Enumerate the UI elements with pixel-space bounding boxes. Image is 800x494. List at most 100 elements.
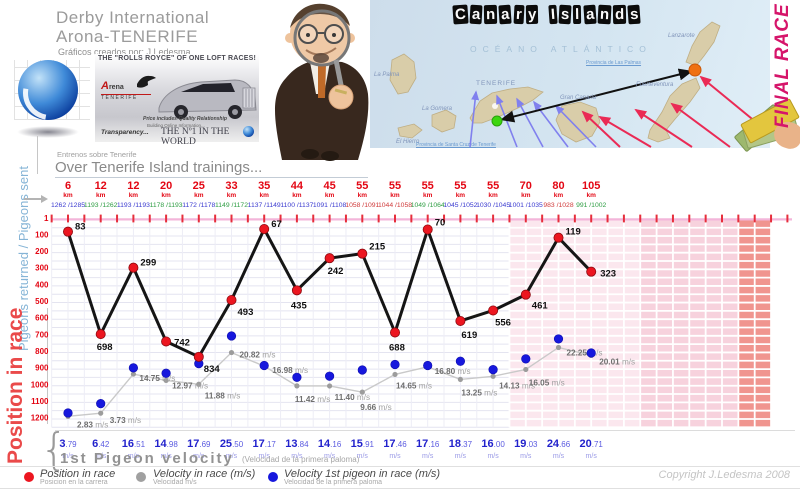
position-point [292, 286, 301, 295]
position-point-label: 70 [435, 217, 446, 228]
first-pigeon-point [456, 357, 465, 366]
chart-plot: 1100200300400500600700800900100011001200… [0, 205, 800, 437]
car-illustration [151, 66, 257, 122]
first-pigeon-point [522, 355, 531, 364]
y-axis-label: 500 [35, 297, 49, 306]
y-axis-label: 800 [35, 347, 49, 356]
page: Derby International Arona-TENERIFE Gráfi… [0, 0, 800, 494]
man-with-magnifier-illustration [252, 0, 384, 162]
position-point [194, 352, 203, 361]
velocity-point [556, 345, 561, 350]
y-axis-label: 1200 [31, 414, 49, 423]
first-pigeon-point [489, 365, 498, 374]
first-pigeon-point [293, 373, 302, 382]
legend-bottom-line [0, 488, 800, 489]
legend-sublabel-velocity: Velocidad m/s [153, 479, 197, 486]
position-point [260, 224, 269, 233]
velocity-point [392, 372, 397, 377]
first-pigeon-point [391, 360, 400, 369]
velocity-point-label: 16.98 m/s [272, 366, 308, 375]
velocity-point-label: 12.97 m/s [172, 381, 208, 390]
position-point [325, 254, 334, 263]
first-pigeon-velocity-value: 20.71m/s [571, 434, 611, 460]
position-point [423, 225, 432, 234]
position-point [358, 249, 367, 258]
island-label-gran-canaria: Gran Canaria [560, 95, 596, 101]
arena-logo-a: A [101, 80, 109, 92]
velocity-point [229, 350, 234, 355]
first-pigeon-velocity-title: 1st Pigeon velocity [60, 450, 234, 467]
page-title-line2: Arona-TENERIFE [56, 27, 198, 47]
globe-logo [12, 56, 94, 144]
final-race-label: FINAL RACE [772, 6, 794, 128]
velocity-point-label: 11.88 m/s [205, 391, 241, 400]
banner-line3: Transparency... [101, 129, 149, 136]
position-point-label: 688 [389, 342, 405, 353]
y-axis-label: 400 [35, 280, 49, 289]
velocity-point-label: 20.01 m/s [599, 357, 635, 366]
first-pigeon-point [129, 364, 138, 373]
velocity-point-label: 14.65 m/s [396, 381, 432, 390]
position-point-label: 119 [566, 227, 581, 238]
position-point [521, 290, 530, 299]
position-point-label: 742 [174, 337, 190, 348]
island-label-fuerteventura: Fuerteventura [636, 82, 673, 88]
first-pigeon-point [162, 369, 171, 378]
position-point [456, 316, 465, 325]
velocity-point [98, 411, 103, 416]
velocity-point-label: 9.66 m/s [360, 403, 391, 412]
position-point [587, 267, 596, 276]
position-point [162, 337, 171, 346]
velocity-separator-line [55, 430, 795, 431]
position-point [63, 227, 72, 236]
position-point [227, 295, 236, 304]
legend-dot-velocity [136, 472, 146, 482]
y-axis-label: 900 [35, 364, 49, 373]
position-point [96, 330, 105, 339]
position-point-label: 619 [461, 330, 477, 341]
trainings-underline [55, 177, 368, 178]
first-pigeon-point [587, 349, 596, 358]
copyright: Copyright J.Ledesma 2008 [640, 469, 790, 481]
velocity-point-label: 16.05 m/s [529, 378, 565, 387]
velocity-point-label: 16.80 m/s [435, 367, 471, 376]
legend-dot-position [24, 472, 34, 482]
position-point-label: 299 [140, 258, 156, 269]
y-axis-label: 1000 [31, 380, 49, 389]
pigeon-icon [135, 72, 157, 90]
velocity-point-label: 22.25 m/s [567, 348, 603, 357]
velocity-point-label: 2.83 m/s [77, 420, 108, 429]
legend-sublabel-position: Posicion en la carrera [40, 479, 108, 486]
first-pigeon-point [423, 361, 432, 370]
arena-logo-rest: rena [109, 84, 124, 91]
banner-line1: Price includes-Quality Relationship [143, 116, 227, 122]
y-axis-label: 1100 [31, 397, 49, 406]
position-point-label: 698 [97, 342, 113, 353]
legend-top-line [0, 466, 800, 467]
legend-sublabel-first-pigeon: Velocidad de la primera paloma [284, 479, 382, 486]
first-pigeon-point [96, 399, 105, 408]
y-axis-label: 100 [35, 230, 49, 239]
map-islands-and-arrows [370, 0, 770, 148]
island-label-la-gomera: La Gomera [422, 106, 452, 112]
velocity-point [491, 374, 496, 379]
link-provincia-santa-cruz[interactable]: Provincia de Santa Cruz de Tenerife [416, 142, 496, 148]
left-divider-top [37, 136, 38, 174]
link-provincia-las-palmas[interactable]: Provincia de Las Palmas [586, 60, 641, 66]
velocity-point-label: 3.73 m/s [110, 416, 141, 425]
first-pigeon-point [227, 332, 236, 341]
position-point-label: 215 [369, 242, 386, 253]
trainings-title-en: Over Tenerife Island trainings... [55, 159, 262, 176]
velocity-point-label: 20.82 m/s [240, 351, 276, 360]
velocity-point [327, 383, 332, 388]
position-point [129, 263, 138, 272]
y-axis-label: 1 [44, 214, 49, 223]
first-pigeon-point [64, 409, 73, 418]
velocity-point-label: 11.40 m/s [335, 393, 371, 402]
island-label-lanzarote: Lanzarote [668, 33, 695, 39]
position-point-label: 435 [291, 300, 308, 311]
velocity-point-label: 11.42 m/s [295, 395, 331, 404]
banner-headline: THE "ROLLS ROYCE" OF ONE LOFT RACES! [95, 55, 259, 62]
position-point-label: 493 [238, 307, 254, 318]
position-point-label: 242 [328, 266, 344, 277]
